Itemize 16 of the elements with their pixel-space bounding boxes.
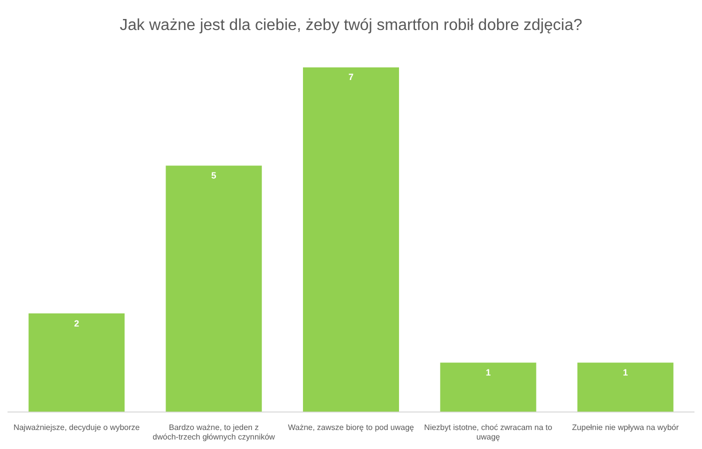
bar xyxy=(166,166,262,412)
data-label: 1 xyxy=(486,368,491,378)
bar xyxy=(28,313,125,412)
x-tick-label: Najważniejsze, decyduje o wyborze xyxy=(13,422,140,432)
x-tick-label: Zupełnie nie wpływa na wybór xyxy=(572,422,680,432)
chart-title: Jak ważne jest dla ciebie, żeby twój smartfon robił dobre zdjęcia? xyxy=(120,17,582,34)
x-tick-label: Niezbyt istotne, choć zwracam na to uwagę xyxy=(424,422,553,442)
data-label: 7 xyxy=(348,72,354,82)
data-label: 1 xyxy=(622,368,628,378)
bar xyxy=(440,362,536,412)
bar xyxy=(577,362,674,412)
x-tick-label: Ważne, zawsze biorę to pod uwagę xyxy=(288,422,415,432)
data-label: 5 xyxy=(211,170,216,181)
x-tick-label: Bardzo ważne, to jeden z dwóch-trzech głównych czynników xyxy=(152,422,276,442)
bar xyxy=(302,67,400,412)
data-label: 2 xyxy=(74,318,80,328)
